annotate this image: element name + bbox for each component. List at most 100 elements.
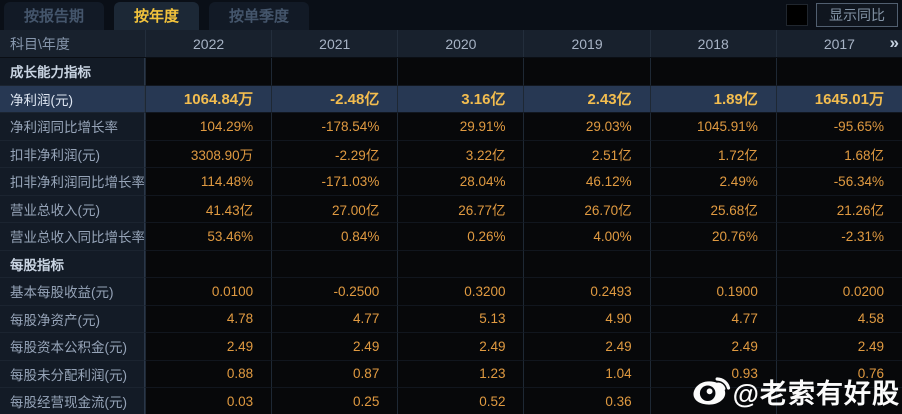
year-column-header: 2017 [775, 30, 902, 57]
cell-value: 0.1900 [649, 278, 776, 306]
row-label: 每股经营现金流(元) [0, 388, 145, 414]
cell-value: 2.49 [271, 333, 398, 361]
cell-value: 4.00% [523, 223, 650, 251]
row-label: 扣非净利润(元) [0, 140, 145, 168]
row-label: 扣非净利润同比增长率 [0, 168, 145, 196]
show-yoy-label[interactable]: 显示同比 [816, 3, 898, 27]
cell-value [775, 250, 902, 278]
table-row[interactable]: 扣非净利润(元) 3308.90万 -2.29亿 3.22亿 2.51亿 1.72亿 1.6… [0, 140, 902, 168]
cell-value: 0.25 [271, 388, 398, 414]
cell-value: 4.58 [775, 305, 902, 333]
cell-value: 5.13 [397, 305, 524, 333]
cell-value: 27.00亿 [271, 195, 398, 223]
row-label: 营业总收入同比增长率 [0, 223, 145, 251]
table-row[interactable]: 营业总收入(元) 41.43亿 27.00亿 26.77亿 26.70亿 25.68亿 21… [0, 195, 902, 223]
cell-value: 0.88 [145, 360, 272, 388]
row-label: 每股资本公积金(元) [0, 333, 145, 361]
cell-value: 2.49 [397, 333, 524, 361]
table-row[interactable]: 扣非净利润同比增长率 114.48% -171.03% 28.04% 46.12% 2.4… [0, 168, 902, 196]
cell-value: 2.43亿 [523, 85, 650, 113]
cell-value: 0.52 [397, 388, 524, 414]
corner-header: 科目\年度 [10, 35, 70, 52]
cell-value: 2.49% [649, 168, 776, 196]
table-row[interactable]: 基本每股收益(元) 0.0100 -0.2500 0.3200 0.2493 0.1900… [0, 278, 902, 306]
cell-value [649, 388, 776, 414]
cell-value: 1.04 [523, 360, 650, 388]
cell-value [145, 250, 272, 278]
cell-value: 0.87 [271, 360, 398, 388]
cell-value: -56.34% [775, 168, 902, 196]
cell-value: 4.77 [649, 305, 776, 333]
cell-value [271, 250, 398, 278]
cell-value: 0.36 [523, 388, 650, 414]
cell-value: 1.23 [397, 360, 524, 388]
cell-value: 1.68亿 [775, 140, 902, 168]
row-label: 每股净资产(元) [0, 305, 145, 333]
row-label: 基本每股收益(元) [0, 278, 145, 306]
tab-single-quarter[interactable]: 按单季度 [209, 2, 310, 30]
cell-value: 2.49 [649, 333, 776, 361]
cell-value: 2.49 [145, 333, 272, 361]
cell-value: 3.16亿 [397, 85, 524, 113]
cell-value: 2.49 [775, 333, 902, 361]
cell-value: -0.2500 [271, 278, 398, 306]
tab-bar: 按报告期 按年度 按单季度 显示同比 [0, 0, 902, 30]
table-row[interactable]: 营业总收入同比增长率 53.46% 0.84% 0.26% 4.00% 20.76% -2.… [0, 223, 902, 251]
row-label: 每股指标 [0, 250, 145, 278]
cell-value [775, 388, 902, 414]
table-row[interactable]: 每股未分配利润(元) 0.88 0.87 1.23 1.04 0.93 0.76 [0, 360, 902, 388]
cell-value: -178.54% [271, 113, 398, 141]
cell-value: 104.29% [145, 113, 272, 141]
cell-value: 114.48% [145, 168, 272, 196]
table-row[interactable]: 每股资本公积金(元) 2.49 2.49 2.49 2.49 2.49 2.49 [0, 333, 902, 361]
cell-value: 26.70亿 [523, 195, 650, 223]
cell-value: 0.2493 [523, 278, 650, 306]
cell-value [649, 58, 776, 86]
tab-annual[interactable]: 按年度 [114, 2, 200, 30]
cell-value: 26.77亿 [397, 195, 524, 223]
year-column-header: 2022 [145, 30, 271, 57]
cell-value: 0.26% [397, 223, 524, 251]
cell-value: 0.0100 [145, 278, 272, 306]
cell-value: -95.65% [775, 113, 902, 141]
cell-value: 1645.01万 [775, 85, 902, 113]
table-body: 成长能力指标 净利润(元) 1064.84万 -2.48亿 3.16亿 2.43亿 1.89… [0, 58, 902, 414]
cell-value [775, 58, 902, 86]
year-column-header: 2018 [649, 30, 776, 57]
cell-value: 4.78 [145, 305, 272, 333]
cell-value: 21.26亿 [775, 195, 902, 223]
row-label: 净利润(元) [0, 85, 145, 113]
cell-value [523, 58, 650, 86]
table-row[interactable]: 成长能力指标 [0, 58, 902, 86]
show-yoy-control: 显示同比 [786, 3, 902, 27]
table-row[interactable]: 净利润(元) 1064.84万 -2.48亿 3.16亿 2.43亿 1.89亿 1645.… [0, 85, 902, 113]
cell-value: 0.84% [271, 223, 398, 251]
year-column-header: 2020 [397, 30, 523, 57]
more-years-icon[interactable]: » [889, 33, 900, 52]
year-column-header: 2021 [271, 30, 397, 57]
cell-value [145, 58, 272, 86]
table-header-row: 科目\年度 2022 2021 2020 2019 2018 2017 [0, 30, 902, 58]
table-row[interactable]: 每股经营现金流(元) 0.03 0.25 0.52 0.36 [0, 388, 902, 414]
year-column-header: 2019 [523, 30, 649, 57]
table-row[interactable]: 每股净资产(元) 4.78 4.77 5.13 4.90 4.77 4.58 [0, 305, 902, 333]
cell-value: 53.46% [145, 223, 272, 251]
show-yoy-checkbox[interactable] [786, 4, 808, 26]
cell-value: 29.03% [523, 113, 650, 141]
cell-value: 20.76% [649, 223, 776, 251]
cell-value: 2.51亿 [523, 140, 650, 168]
cell-value: 2.49 [523, 333, 650, 361]
cell-value: 0.03 [145, 388, 272, 414]
tab-report-period[interactable]: 按报告期 [4, 2, 105, 30]
cell-value: 3.22亿 [397, 140, 524, 168]
cell-value: 1.89亿 [649, 85, 776, 113]
table-row[interactable]: 每股指标 [0, 250, 902, 278]
table-row[interactable]: 净利润同比增长率 104.29% -178.54% 29.91% 29.03% 1045.… [0, 113, 902, 141]
cell-value [397, 58, 524, 86]
cell-value [397, 250, 524, 278]
cell-value: 0.93 [649, 360, 776, 388]
cell-value: 0.76 [775, 360, 902, 388]
cell-value: 29.91% [397, 113, 524, 141]
cell-value: 28.04% [397, 168, 524, 196]
cell-value: 1045.91% [649, 113, 776, 141]
